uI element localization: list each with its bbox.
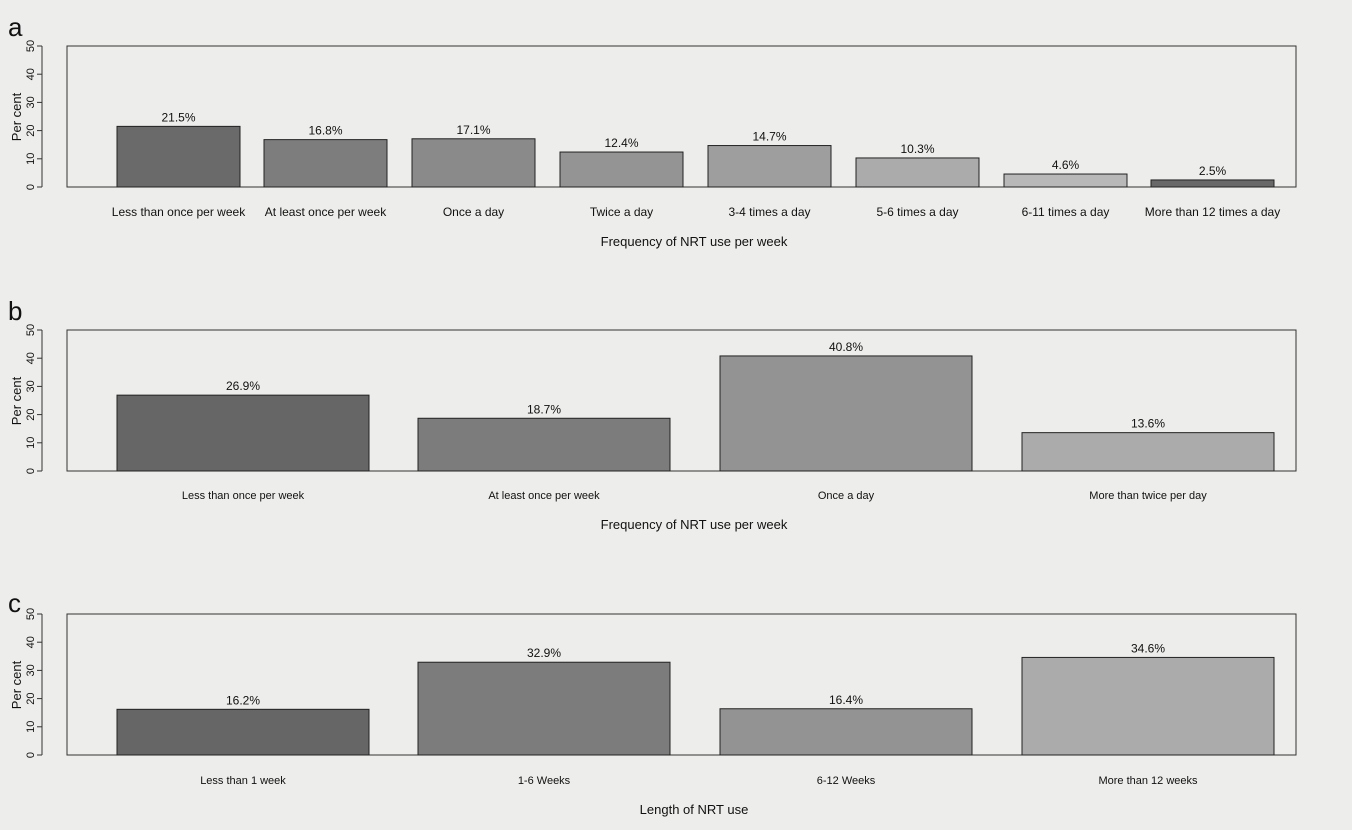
category-label: 6-11 times a day — [1022, 205, 1110, 219]
y-tick-label: 40 — [25, 68, 37, 80]
y-tick-label: 30 — [25, 380, 37, 392]
bar — [855, 157, 980, 188]
y-tick-label: 50 — [25, 40, 37, 52]
y-axis-label: Per cent — [9, 92, 24, 141]
y-tick-label: 20 — [25, 124, 37, 136]
data-label: 32.9% — [527, 646, 561, 660]
y-tick-label: 20 — [25, 408, 37, 420]
data-label: 18.7% — [527, 402, 561, 416]
panel-letter-c: c — [8, 588, 21, 618]
data-label: 26.9% — [226, 379, 260, 393]
y-tick-label: 20 — [25, 692, 37, 704]
category-label: At least once per week — [488, 490, 600, 502]
y-tick-label: 0 — [25, 184, 37, 190]
y-tick-label: 30 — [25, 664, 37, 676]
y-tick-label: 40 — [25, 636, 37, 648]
data-label: 13.6% — [1131, 417, 1165, 431]
plot-frame — [66, 613, 1297, 756]
y-tick-label: 50 — [25, 608, 37, 620]
data-label: 10.3% — [900, 142, 934, 156]
y-tick-label: 10 — [25, 153, 37, 165]
category-label: More than 12 times a day — [1145, 205, 1280, 219]
category-label: Less than once per week — [182, 490, 305, 502]
bar — [116, 125, 241, 188]
category-label: 6-12 Weeks — [817, 775, 876, 787]
data-label: 40.8% — [829, 340, 863, 354]
bar — [263, 139, 388, 188]
y-tick-label: 0 — [25, 752, 37, 758]
data-label: 14.7% — [752, 130, 786, 144]
bar — [1021, 656, 1275, 756]
data-label: 4.6% — [1052, 158, 1080, 172]
data-label: 16.2% — [226, 693, 260, 707]
category-label: Less than 1 week — [200, 775, 286, 787]
category-label: Once a day — [443, 205, 504, 219]
y-tick-label: 10 — [25, 721, 37, 733]
y-axis-label: Per cent — [9, 660, 24, 709]
y-tick-label: 30 — [25, 96, 37, 108]
x-axis-label: Frequency of NRT use per week — [601, 234, 788, 249]
bar — [1021, 432, 1275, 472]
x-axis-label: Frequency of NRT use per week — [601, 517, 788, 532]
bar — [411, 138, 536, 188]
y-tick-label: 50 — [25, 324, 37, 336]
bar — [417, 417, 671, 472]
category-label: Once a day — [818, 490, 875, 502]
panel-letter-a: a — [8, 12, 23, 42]
data-label: 2.5% — [1199, 164, 1227, 178]
bar — [417, 661, 671, 756]
category-label: Twice a day — [590, 205, 653, 219]
data-label: 21.5% — [161, 110, 195, 124]
category-label: 5-6 times a day — [876, 205, 958, 219]
bar — [116, 708, 370, 756]
bar — [719, 355, 973, 472]
category-label: 3-4 times a day — [728, 205, 810, 219]
bar — [559, 151, 684, 188]
category-label: At least once per week — [265, 205, 387, 219]
plot-frame — [66, 329, 1297, 472]
bar — [116, 394, 370, 472]
category-label: More than 12 weeks — [1098, 775, 1198, 787]
bar — [1003, 173, 1128, 188]
bar — [707, 145, 832, 188]
bar — [719, 708, 973, 756]
y-axis-label: Per cent — [9, 376, 24, 425]
data-label: 17.1% — [456, 123, 490, 137]
bar — [1150, 179, 1275, 188]
x-axis-label: Length of NRT use — [640, 802, 749, 817]
data-label: 12.4% — [604, 136, 638, 150]
data-label: 34.6% — [1131, 641, 1165, 655]
category-label: Less than once per week — [112, 205, 246, 219]
y-tick-label: 10 — [25, 437, 37, 449]
category-label: 1-6 Weeks — [518, 775, 571, 787]
data-label: 16.4% — [829, 693, 863, 707]
data-label: 16.8% — [308, 124, 342, 138]
y-tick-label: 40 — [25, 352, 37, 364]
category-label: More than twice per day — [1089, 490, 1207, 502]
panel-letter-b: b — [8, 296, 22, 326]
y-tick-label: 0 — [25, 468, 37, 474]
